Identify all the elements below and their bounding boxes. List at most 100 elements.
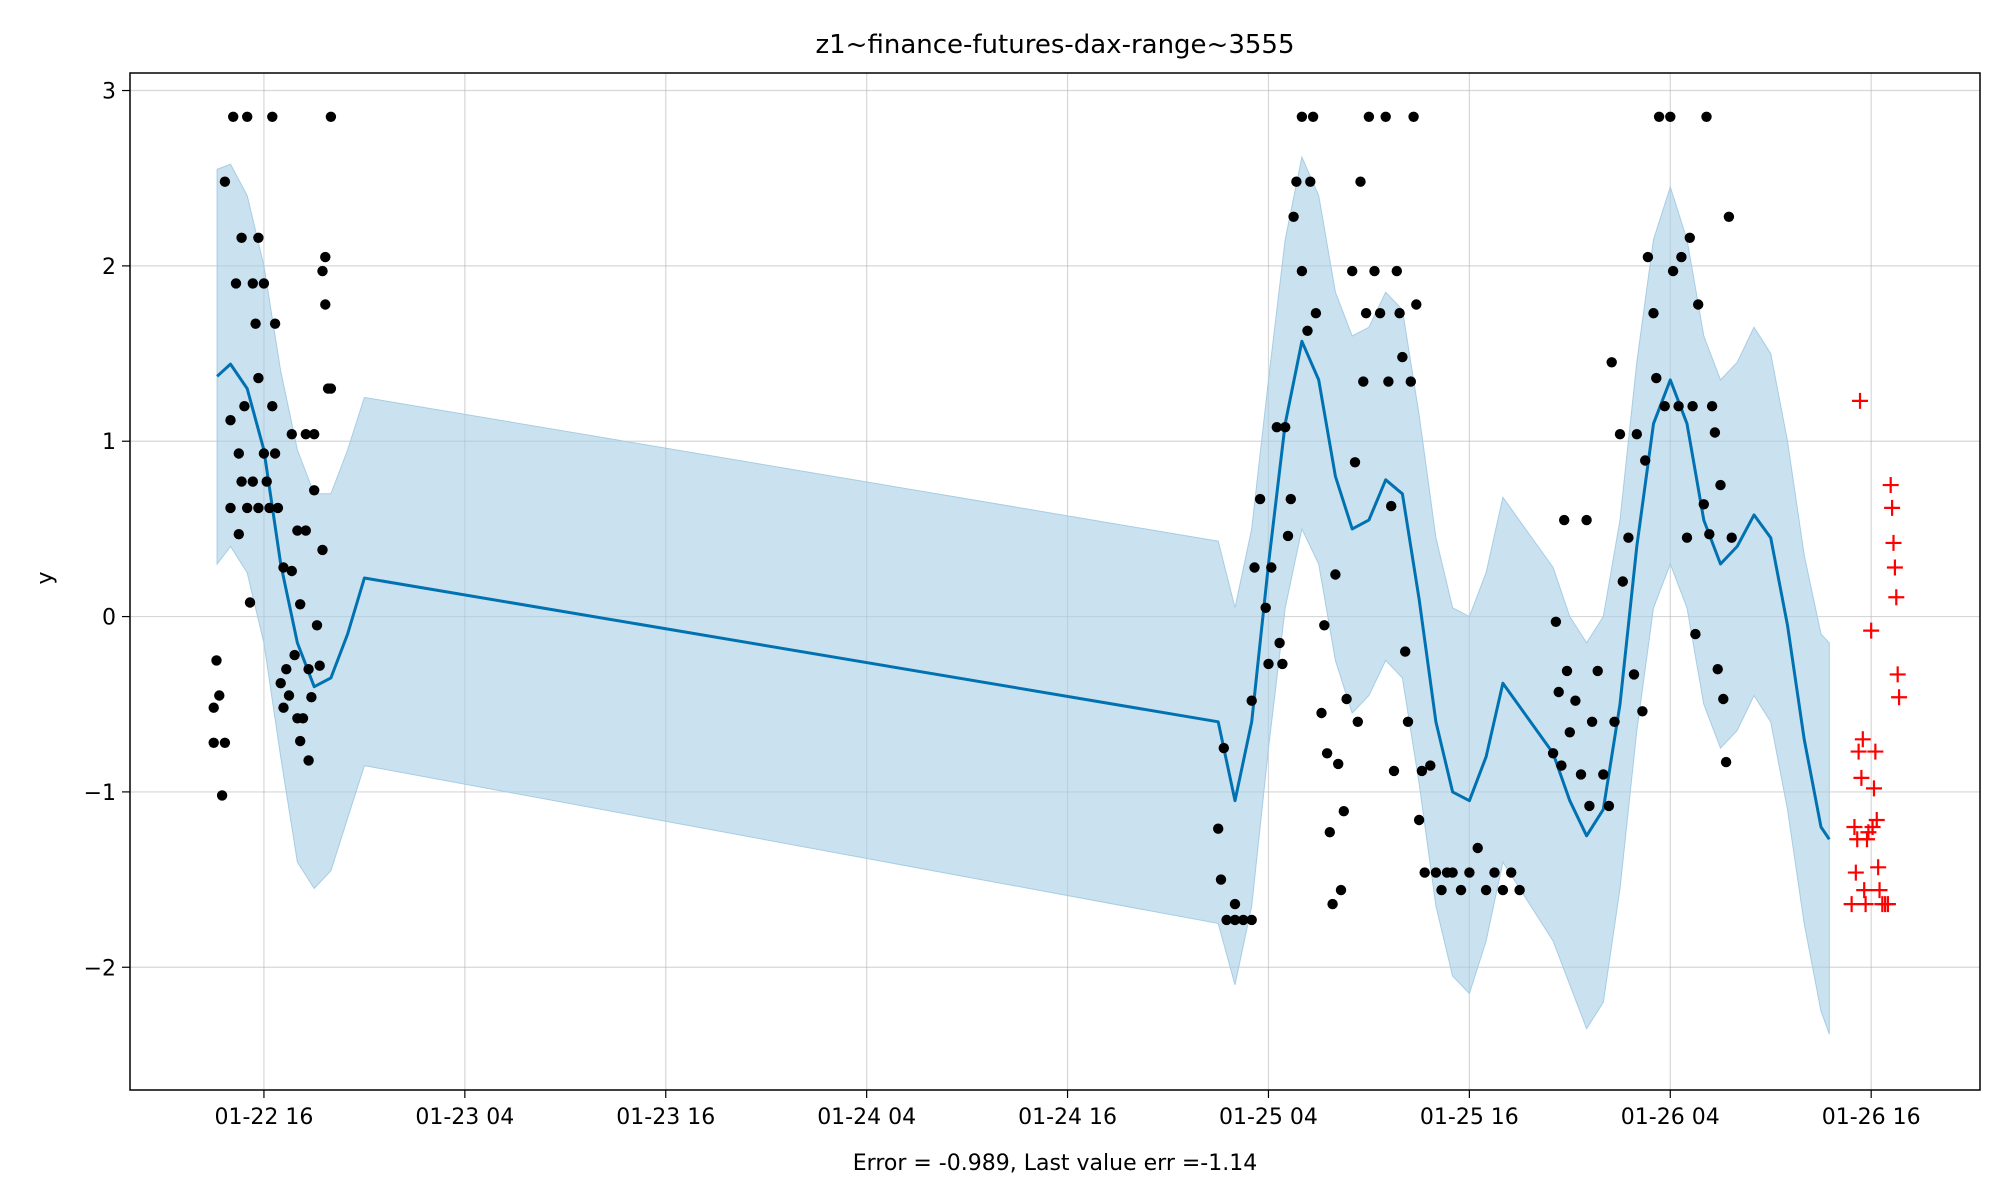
observed-point xyxy=(1246,695,1257,706)
observed-point xyxy=(216,790,228,801)
observed-point xyxy=(236,476,247,487)
observed-point xyxy=(1684,232,1696,243)
observed-point xyxy=(1628,669,1640,680)
observed-point xyxy=(1416,765,1428,777)
observed-point xyxy=(314,660,325,671)
observed-point xyxy=(1550,616,1562,627)
observed-point xyxy=(1319,620,1330,631)
observed-point xyxy=(1400,646,1411,657)
observed-point xyxy=(225,415,236,426)
observed-point xyxy=(1472,842,1483,854)
observed-point xyxy=(1388,765,1400,777)
observed-point xyxy=(1514,884,1525,896)
future-point xyxy=(1886,559,1903,576)
x-tick-label: 01-25 04 xyxy=(1219,1105,1318,1130)
observed-point xyxy=(1556,760,1567,771)
observed-point xyxy=(1274,637,1285,649)
observed-point xyxy=(1218,742,1230,754)
observed-point xyxy=(1447,867,1458,878)
observed-point xyxy=(1358,376,1369,387)
observed-point xyxy=(239,401,250,412)
future-point xyxy=(1868,811,1885,828)
observed-point xyxy=(214,690,225,701)
observed-point xyxy=(303,664,314,675)
observed-point xyxy=(219,176,231,187)
observed-point xyxy=(1352,716,1364,727)
future-point xyxy=(1843,896,1860,913)
observed-point xyxy=(264,502,275,514)
observed-point xyxy=(297,713,309,724)
observed-point xyxy=(1335,884,1347,896)
future-point xyxy=(1884,499,1901,516)
observed-point xyxy=(1249,562,1260,573)
future-point xyxy=(1854,731,1871,748)
observed-point xyxy=(267,111,278,123)
observed-point xyxy=(1681,532,1693,543)
y-tick-label: 3 xyxy=(102,80,116,105)
observed-point xyxy=(286,565,297,577)
observed-point xyxy=(295,735,306,747)
observed-point xyxy=(1383,376,1394,387)
observed-point xyxy=(309,485,320,496)
x-axis-label: Error = -0.989, Last value err =-1.14 xyxy=(853,1151,1257,1176)
future-point xyxy=(1857,896,1874,913)
x-tick-label: 01-23 16 xyxy=(616,1105,715,1130)
plot-frame xyxy=(129,72,1981,1091)
observed-point xyxy=(1676,251,1687,263)
observed-point xyxy=(1640,455,1651,466)
future-point xyxy=(1858,831,1875,848)
x-axis: 01-22 16 01-23 04 01-23 16 01-24 04 01-24 16… xyxy=(214,1090,1921,1130)
observed-point xyxy=(1559,514,1570,526)
observed-point xyxy=(1374,308,1386,319)
observed-point xyxy=(1307,111,1319,123)
observed-point xyxy=(1363,111,1375,123)
observed-point xyxy=(306,692,317,703)
x-tick-label: 01-24 04 xyxy=(817,1105,916,1130)
observed-point xyxy=(1553,686,1564,698)
observed-point xyxy=(1617,576,1629,587)
observed-point xyxy=(1408,111,1419,123)
observed-point xyxy=(1316,707,1327,719)
observed-point xyxy=(1614,429,1626,440)
observed-point xyxy=(1296,111,1308,123)
observed-point xyxy=(1430,867,1442,878)
observed-point xyxy=(1690,628,1701,640)
observed-point xyxy=(1277,658,1288,670)
observed-point xyxy=(1715,479,1726,491)
observed-point xyxy=(1229,914,1241,926)
observed-point xyxy=(1380,111,1391,123)
observed-point xyxy=(1213,823,1224,834)
observed-point xyxy=(320,251,331,263)
forecast-line-group xyxy=(216,339,1831,841)
observed-point xyxy=(1341,693,1352,705)
future-point xyxy=(1889,666,1906,683)
observed-point xyxy=(1581,514,1592,526)
observed-point xyxy=(1623,532,1634,543)
observed-point xyxy=(1592,665,1603,677)
observed-point xyxy=(1436,884,1447,896)
observed-point xyxy=(1260,602,1271,613)
observed-point xyxy=(244,597,256,608)
observed-point xyxy=(1637,706,1648,717)
y-axis-label: y xyxy=(33,571,58,584)
observed-point xyxy=(242,111,253,123)
x-tick-label: 01-25 16 xyxy=(1420,1105,1519,1130)
observed-point xyxy=(228,111,239,123)
observed-point xyxy=(1506,867,1517,878)
observed-point xyxy=(1397,351,1408,363)
observed-point xyxy=(1497,884,1509,896)
observed-point xyxy=(1310,308,1322,319)
y-tick-label: 0 xyxy=(102,606,116,631)
observed-point xyxy=(1709,427,1721,438)
observed-point xyxy=(1386,500,1397,512)
observed-point xyxy=(1330,569,1341,580)
future-point xyxy=(1846,818,1863,835)
observed-point xyxy=(1411,299,1422,310)
observed-point xyxy=(1455,884,1467,896)
observed-point xyxy=(320,299,331,310)
observed-point xyxy=(1651,372,1662,384)
observed-point xyxy=(286,429,297,440)
observed-point xyxy=(1586,716,1598,727)
observed-point xyxy=(275,678,286,689)
